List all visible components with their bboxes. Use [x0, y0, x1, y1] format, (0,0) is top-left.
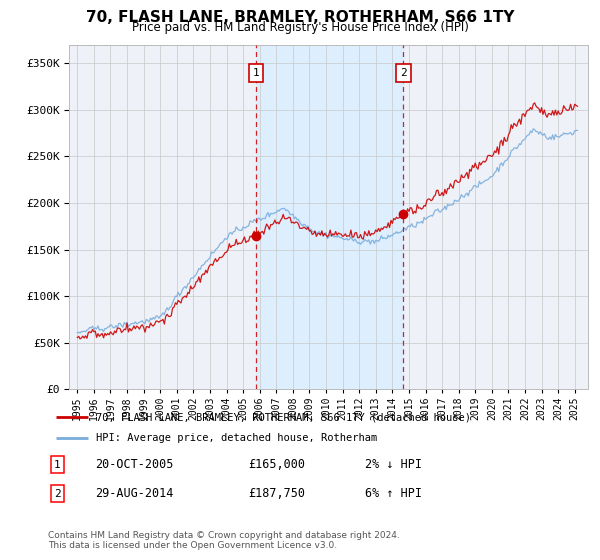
- Text: 1: 1: [54, 460, 61, 470]
- Text: £165,000: £165,000: [248, 458, 305, 472]
- Text: 2: 2: [400, 68, 407, 78]
- Text: Price paid vs. HM Land Registry's House Price Index (HPI): Price paid vs. HM Land Registry's House …: [131, 21, 469, 34]
- Text: 70, FLASH LANE, BRAMLEY, ROTHERHAM, S66 1TY (detached house): 70, FLASH LANE, BRAMLEY, ROTHERHAM, S66 …: [95, 412, 470, 422]
- Text: 29-AUG-2014: 29-AUG-2014: [95, 487, 174, 501]
- Text: HPI: Average price, detached house, Rotherham: HPI: Average price, detached house, Roth…: [95, 433, 377, 444]
- Text: 1: 1: [253, 68, 260, 78]
- Text: £187,750: £187,750: [248, 487, 305, 501]
- Text: 70, FLASH LANE, BRAMLEY, ROTHERHAM, S66 1TY: 70, FLASH LANE, BRAMLEY, ROTHERHAM, S66 …: [86, 10, 514, 25]
- Text: Contains HM Land Registry data © Crown copyright and database right 2024.
This d: Contains HM Land Registry data © Crown c…: [48, 531, 400, 550]
- Text: 6% ↑ HPI: 6% ↑ HPI: [365, 487, 422, 501]
- Text: 2% ↓ HPI: 2% ↓ HPI: [365, 458, 422, 472]
- Text: 2: 2: [54, 489, 61, 499]
- Text: 20-OCT-2005: 20-OCT-2005: [95, 458, 174, 472]
